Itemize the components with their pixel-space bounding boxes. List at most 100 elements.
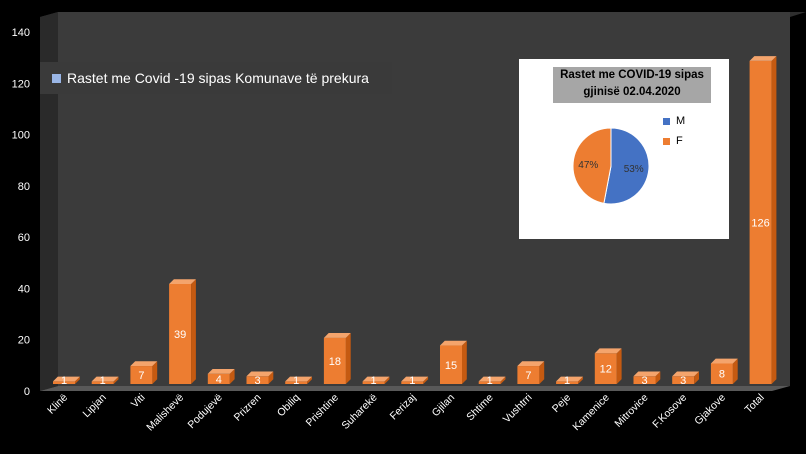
bar-top <box>478 376 506 382</box>
bar-side <box>655 371 661 384</box>
bar-front <box>323 337 346 384</box>
bar-top <box>130 361 158 367</box>
bar-data-label: 126 <box>751 217 769 229</box>
bar-data-label: 3 <box>254 375 260 387</box>
pie-title-line-1: Rastet me COVID-19 sipas <box>560 69 704 81</box>
pie-legend-label-m: M <box>676 115 686 127</box>
x-tick-label: Lipjan <box>81 392 109 420</box>
x-tick-label: Total <box>743 392 767 416</box>
bar-top <box>710 358 738 364</box>
pie-legend-m: M <box>663 111 685 131</box>
x-tick-label: Gjakove <box>692 392 728 428</box>
chart-title: Rastet me Covid -19 sipas Komunave të pr… <box>67 70 369 86</box>
bar: 7 <box>517 361 545 384</box>
bar-side <box>191 279 196 384</box>
bar-top <box>362 376 390 382</box>
bar-side <box>771 56 777 384</box>
pie-slice-label: 47% <box>578 160 598 171</box>
x-tick-label: Mitrovice <box>612 392 650 430</box>
bar: 3 <box>246 371 274 387</box>
x-tick-label: Podujevë <box>185 392 225 432</box>
bar-front <box>401 381 424 384</box>
bar-data-label: 15 <box>445 360 457 372</box>
bar: 1 <box>53 375 80 387</box>
pie-chart-title: Rastet me COVID-19 sipas gjinisë 02.04.2… <box>553 67 711 103</box>
bar-side <box>307 376 312 384</box>
bar-side <box>500 376 506 384</box>
bar-top <box>401 376 429 382</box>
pie-slice <box>603 127 650 205</box>
x-tick-label: Prizren <box>232 392 264 424</box>
pie-slice-label: 53% <box>624 164 644 175</box>
y-tick-label: 120 <box>12 78 30 90</box>
bar-top <box>169 279 196 284</box>
bar-front <box>710 363 733 384</box>
bar-front <box>556 381 579 384</box>
bar-top <box>207 368 235 374</box>
bar-data-label: 1 <box>100 375 106 387</box>
bar-side <box>152 361 158 384</box>
x-tick-label: Kamenice <box>570 392 612 434</box>
bar-side <box>113 376 119 384</box>
chart-legend: Rastet me Covid -19 sipas Komunave të pr… <box>40 62 392 94</box>
bar-front <box>53 381 75 384</box>
bar: 39 <box>169 279 196 384</box>
bar-top <box>53 376 80 382</box>
bar-side <box>539 361 545 384</box>
chart-floor <box>40 386 790 391</box>
x-tick-label: Viti <box>129 392 148 411</box>
bar-front <box>749 60 772 385</box>
bar-top <box>749 56 777 61</box>
y-tick-label: 80 <box>18 181 30 193</box>
y-tick-label: 140 <box>12 27 30 39</box>
x-tick-label: Malishevë <box>144 392 186 434</box>
x-tick-label: Vushtrri <box>501 392 535 426</box>
x-tick-label: Peje <box>550 392 573 415</box>
bar-top <box>672 371 699 377</box>
x-tick-label: Prishtine <box>304 392 341 429</box>
x-tick-label: F.Kosove <box>650 392 689 431</box>
bar: 126 <box>749 56 777 385</box>
y-tick-label: 60 <box>18 232 30 244</box>
bar-side <box>345 333 351 384</box>
bar-data-label: 1 <box>487 375 493 387</box>
bar-data-label: 3 <box>680 375 686 387</box>
bar-data-label: 1 <box>409 375 415 387</box>
bar: 1 <box>362 375 390 387</box>
bar: 1 <box>285 375 312 387</box>
bar-front <box>517 366 540 384</box>
bar-side <box>462 340 467 384</box>
bar-top <box>594 348 622 354</box>
bar-data-label: 18 <box>329 356 341 368</box>
pie-legend-f: F <box>663 131 685 151</box>
bar-front <box>246 376 269 384</box>
x-tick-label: Klinë <box>45 392 70 417</box>
bar-front <box>285 381 308 384</box>
bar-data-label: 1 <box>61 375 67 387</box>
bars: 1 1 7 39 4 3 1 18 1 1 15 1 7 1 12 3 3 8 126 <box>53 56 777 387</box>
bar: 18 <box>323 333 351 384</box>
y-tick-label: 0 <box>24 386 30 398</box>
bar: 8 <box>710 358 738 384</box>
bar-side <box>75 376 80 384</box>
bar-side <box>732 358 738 384</box>
bar-data-label: 12 <box>600 364 612 376</box>
bar-data-label: 1 <box>564 375 570 387</box>
pie-title-line-2: gjinisë 02.04.2020 <box>583 86 681 98</box>
bar-side <box>384 376 390 384</box>
chart-side-wall <box>40 12 58 391</box>
bar-top <box>517 361 545 367</box>
legend-swatch-m <box>663 117 670 125</box>
bar-front <box>362 381 385 384</box>
bar: 1 <box>91 375 119 387</box>
pie-chart-panel: Rastet me COVID-19 sipas gjinisë 02.04.2… <box>519 59 729 239</box>
bar-front <box>633 376 656 384</box>
bar-side <box>616 348 622 384</box>
bar: 1 <box>556 375 583 387</box>
bar-data-label: 1 <box>293 375 299 387</box>
y-tick-label: 20 <box>18 335 30 347</box>
bar-side <box>423 376 429 384</box>
bar-side <box>578 376 583 384</box>
bar-front <box>169 283 192 384</box>
